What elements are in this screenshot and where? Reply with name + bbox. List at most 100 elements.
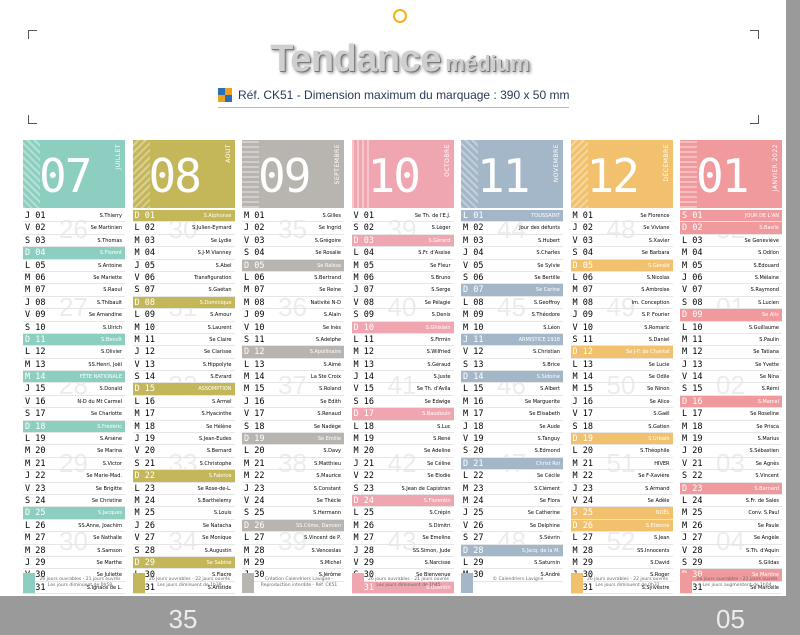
- saint-name: S.Hermann: [313, 510, 341, 517]
- day-row: D 19 S.Urbain: [570, 433, 673, 446]
- saint-name: S.Guillaume: [748, 324, 779, 331]
- saint-name: S.Alain: [323, 312, 341, 319]
- saint-name: S.Victor: [102, 460, 122, 467]
- day-label: V 09: [25, 310, 46, 321]
- saint-name: JOUR DE L'AN: [744, 213, 779, 219]
- day-row: J 06 S.Mélaine: [680, 272, 782, 285]
- day-label: M 12: [682, 347, 703, 358]
- saint-name: Im. Conception: [631, 299, 670, 306]
- day-row: M 10 S.Laurent: [132, 322, 235, 334]
- day-label: M 15: [572, 384, 593, 395]
- saint-name: Se Aude: [539, 423, 560, 430]
- day-label: D 30: [682, 570, 703, 581]
- day-label: S 14: [134, 372, 155, 383]
- day-label: M 06: [25, 272, 46, 283]
- day-row: J 23 S.Constant: [242, 483, 344, 495]
- day-row: J 08 S.Thibault: [23, 297, 125, 310]
- day-label: V 22: [353, 471, 374, 482]
- day-row: D 05 S.Gérald: [570, 259, 673, 272]
- day-row: V 21 Se Agnès: [680, 458, 782, 471]
- crop-mark-mid-right: [750, 115, 759, 124]
- day-row: D 18 S.Frédéric: [23, 420, 125, 434]
- week-number: 34: [168, 526, 198, 556]
- saint-name: S.Armel: [212, 398, 232, 405]
- saint-name: S.Etienne: [645, 522, 670, 529]
- day-label: J 28: [353, 545, 374, 556]
- week-number: 45: [497, 292, 526, 322]
- saint-name: S.Maurice: [316, 473, 341, 480]
- day-row: L 27 S.Jean: [570, 532, 673, 545]
- saint-name: S.Gaël: [653, 411, 670, 418]
- day-label: L 17: [682, 409, 703, 420]
- day-label: S 08: [682, 297, 703, 308]
- day-row: V 23 Se Brigitte: [23, 483, 125, 495]
- day-label: D 23: [682, 483, 703, 494]
- day-label: S 22: [682, 471, 703, 482]
- day-row: S 11 S.Adelphe: [242, 334, 344, 347]
- day-row: S 25 NOËL: [570, 507, 673, 520]
- day-label: V 20: [134, 446, 155, 457]
- day-label: S 07: [134, 285, 155, 296]
- day-row: M 04 S.Odilon: [680, 247, 782, 260]
- day-label: M 28: [572, 545, 593, 556]
- day-row: L 10 S.Guillaume: [680, 322, 782, 334]
- day-row: D 05 Se Raïssa: [242, 259, 344, 272]
- day-row: J 30 S.Jérôme: [242, 569, 344, 582]
- saint-name: S.Thibault: [96, 299, 122, 306]
- day-row: V 17 S.Gaël: [570, 408, 673, 421]
- saint-name: S.Raymond: [750, 287, 779, 294]
- month-number: 12: [586, 149, 640, 203]
- day-row: M 17 Se Elisabeth: [461, 408, 563, 421]
- saint-name: Se Viviane: [643, 225, 670, 232]
- saint-name: S.Narcisse: [424, 559, 451, 566]
- day-row: D 14 S.Sidoine: [461, 371, 563, 384]
- saint-name: S.Gildas: [758, 559, 779, 566]
- day-row: D 29 Se Sabine: [132, 556, 235, 570]
- saint-name: S.Ambroise: [641, 287, 670, 294]
- day-row: L 04 S.Fr. d'Assise: [351, 247, 454, 260]
- saint-name: S.Rémi: [761, 386, 779, 393]
- day-label: S 23: [353, 483, 374, 494]
- day-label: J 02: [572, 223, 593, 234]
- day-label: M 07: [25, 285, 46, 296]
- day-label: M 13: [353, 359, 374, 370]
- saint-name: S.Grégoire: [314, 237, 341, 244]
- day-label: M 30: [463, 570, 484, 581]
- day-row: M 21 HIVER: [570, 458, 673, 471]
- saint-name: Se Emilie: [317, 436, 341, 443]
- saint-name: S.Dominique: [199, 299, 232, 306]
- day-label: D 26: [572, 520, 593, 531]
- footer-text: 26 jours ouvrables - 21 jours ouvrés Les…: [39, 577, 121, 588]
- saint-name: Se Mariette: [93, 274, 122, 281]
- saint-name: S.Aimé: [323, 361, 341, 368]
- day-row: V 09 Se Amandine: [23, 309, 125, 322]
- saint-name: S.Fabrice: [208, 473, 232, 480]
- day-label: D 17: [353, 409, 374, 420]
- day-row: V 13 S.Hippolyte: [132, 359, 235, 372]
- saint-name: Se Natacha: [202, 522, 232, 529]
- saint-name: Se F-Xavière: [638, 473, 670, 480]
- day-label: S 15: [682, 384, 703, 395]
- day-label: M 18: [682, 421, 703, 432]
- saint-name: S.Antoine: [97, 262, 122, 269]
- day-row: J 13 Se Yvette: [680, 359, 782, 372]
- day-label: V 07: [682, 285, 703, 296]
- day-row: M 29 S.David: [570, 557, 673, 570]
- day-label: J 30: [244, 570, 265, 581]
- saint-name: Se Lydie: [210, 237, 232, 244]
- day-label: M 08: [244, 297, 265, 308]
- saint-name: S.Jacq. de la M.: [521, 547, 560, 554]
- months-grid: 07 JUILLET 26 27 28 29 30 J 01 S.Thierry V 02 Se M…: [23, 140, 782, 634]
- day-row: S 18 Se Nadège: [242, 421, 344, 434]
- day-label: M 12: [353, 347, 374, 358]
- saint-name: S.Théodore: [531, 312, 560, 319]
- day-label: M 28: [25, 545, 46, 556]
- day-label: D 02: [682, 223, 703, 234]
- saint-name: S.Roger: [650, 572, 670, 579]
- day-label: V 14: [682, 372, 703, 383]
- week-number: 49: [606, 292, 636, 322]
- footer-text: 26 jours ouvrables - 21 jours ouvrés Les…: [696, 577, 778, 588]
- saint-name: FÊTE NATIONALE: [79, 374, 122, 381]
- month-name: SEPTEMBRE: [334, 144, 341, 185]
